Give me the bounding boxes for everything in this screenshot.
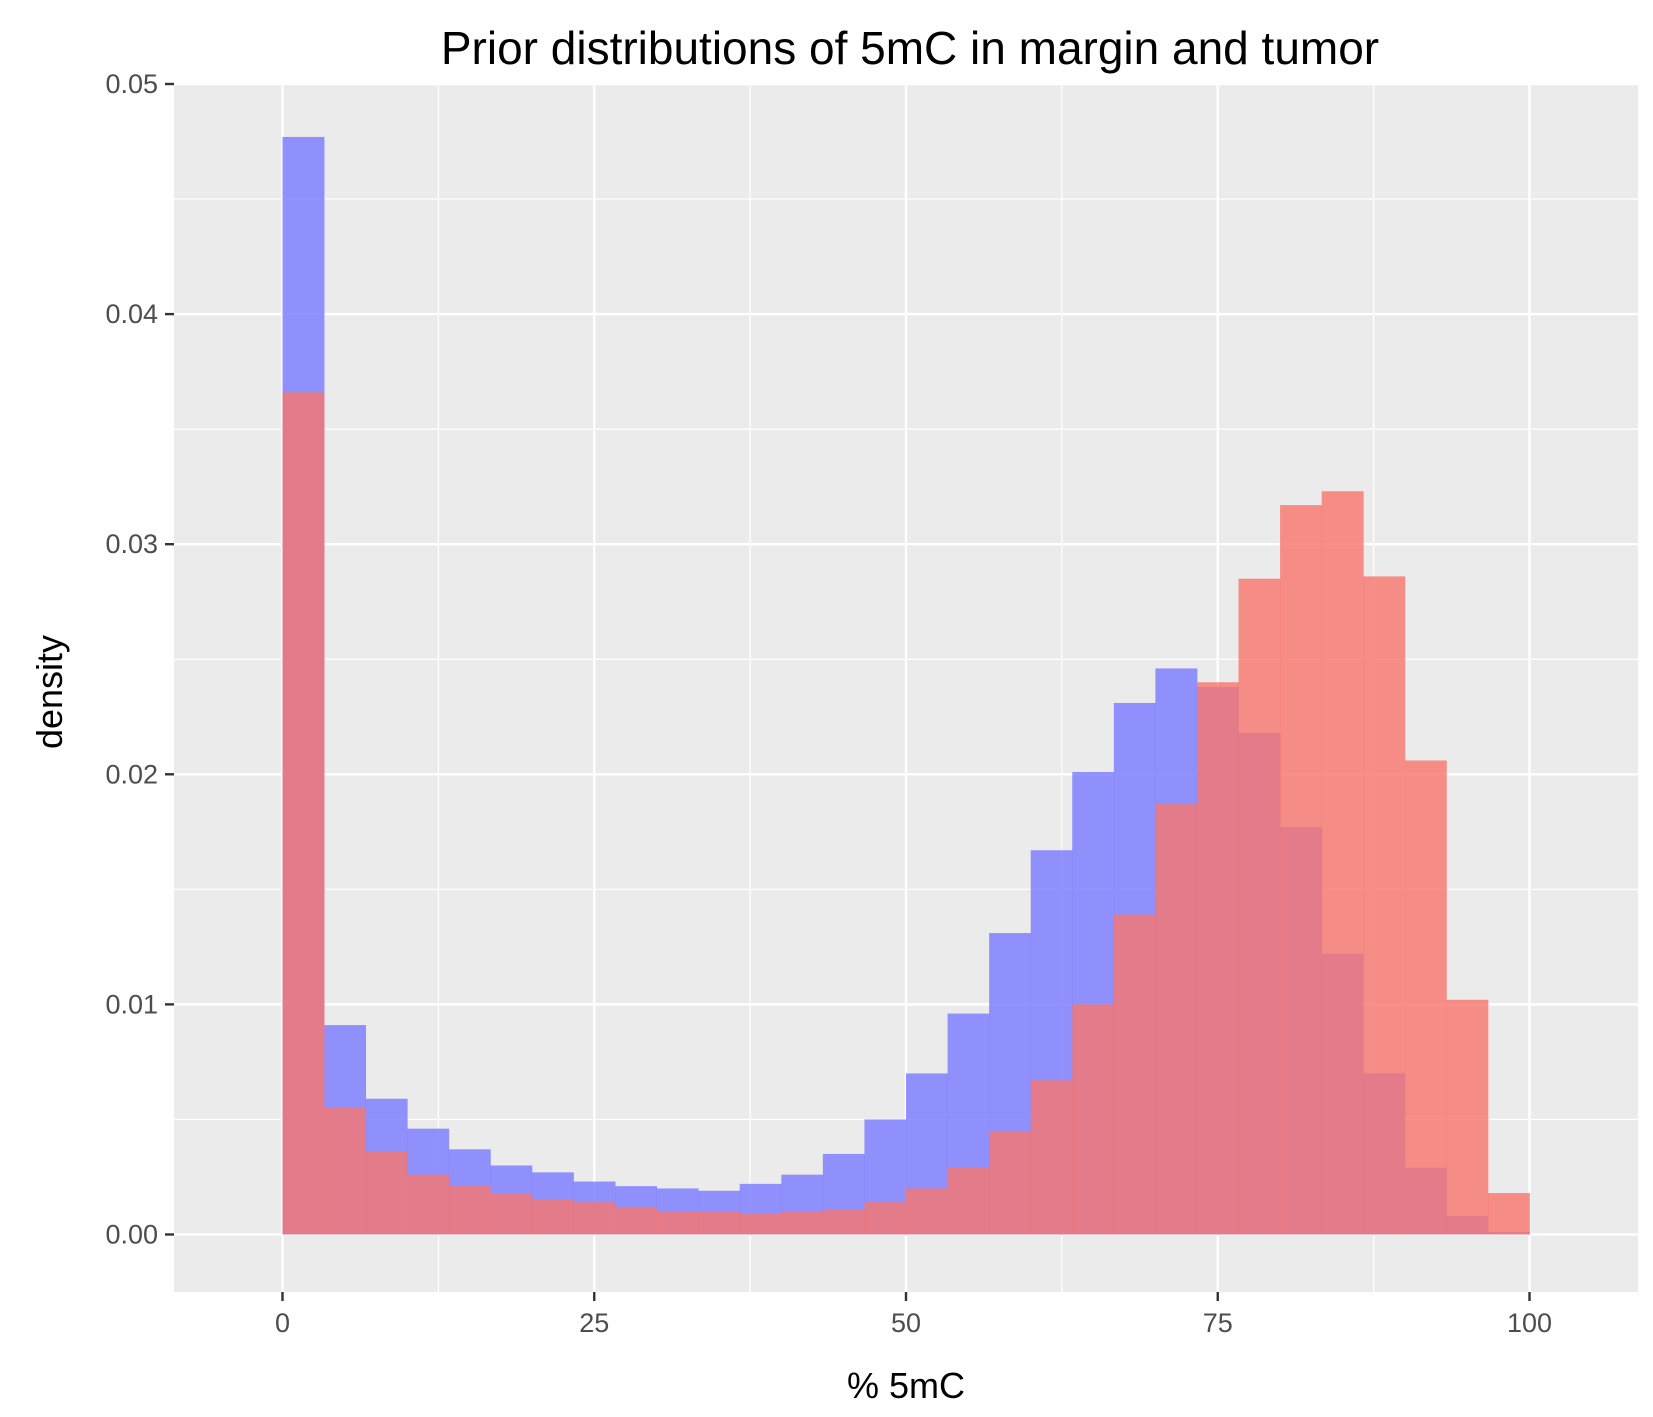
histogram-bar	[365, 1151, 408, 1235]
histogram-bar	[1030, 1080, 1073, 1235]
histogram-bar	[1113, 914, 1156, 1235]
y-tick-label: 0.02	[105, 759, 158, 789]
histogram-bar	[698, 1211, 741, 1235]
histogram-bar	[615, 1206, 657, 1235]
y-tick-label: 0.01	[105, 989, 158, 1019]
y-tick-label: 0.05	[105, 69, 158, 99]
y-axis-title: density	[29, 635, 70, 749]
histogram-bar	[407, 1174, 450, 1235]
y-axis-tick-labels: 0.00 0.01 0.02 0.03 0.04 0.05	[105, 69, 158, 1249]
histogram-bar	[1363, 576, 1406, 1235]
x-tick-label: 100	[1507, 1308, 1552, 1338]
histogram-bar	[822, 1209, 865, 1235]
histogram-bar	[1196, 682, 1239, 1235]
histogram-bar	[1155, 804, 1198, 1235]
y-tick-label: 0.00	[105, 1219, 158, 1249]
histogram-bar	[1446, 999, 1489, 1235]
x-tick-label: 75	[1203, 1308, 1233, 1338]
x-axis-tick-labels: 0 25 50 75 100	[275, 1308, 1552, 1338]
histogram-bar	[573, 1202, 616, 1235]
histogram-bar	[448, 1186, 491, 1235]
histogram-bar	[656, 1211, 699, 1235]
histogram-bar	[324, 1107, 367, 1235]
x-tick-label: 50	[891, 1308, 921, 1338]
x-axis-title: % 5mC	[847, 1365, 965, 1406]
histogram-bars	[282, 136, 1530, 1235]
x-tick-label: 0	[275, 1308, 290, 1338]
chart-title: Prior distributions of 5mC in margin and…	[441, 22, 1379, 74]
histogram-bar	[1321, 491, 1364, 1235]
histogram-bar	[781, 1211, 824, 1235]
axis-ticks	[165, 82, 1531, 1301]
histogram-bar	[1404, 760, 1447, 1235]
y-tick-label: 0.03	[105, 529, 158, 559]
histogram-bar	[1487, 1193, 1530, 1235]
histogram-bar	[1238, 578, 1281, 1235]
histogram-bar	[864, 1202, 907, 1235]
histogram-bar	[739, 1213, 782, 1235]
histogram-bar	[906, 1188, 948, 1235]
histogram-series-1	[282, 392, 1530, 1235]
histogram-bar	[1072, 1004, 1115, 1235]
histogram-bar	[947, 1167, 990, 1235]
histogram-bar	[282, 392, 325, 1235]
x-tick-label: 25	[579, 1308, 609, 1338]
histogram-bar	[531, 1199, 574, 1235]
histogram-bar	[989, 1130, 1032, 1235]
y-tick-label: 0.04	[105, 299, 158, 329]
histogram-bar	[490, 1193, 533, 1235]
histogram-bar	[1280, 505, 1323, 1235]
